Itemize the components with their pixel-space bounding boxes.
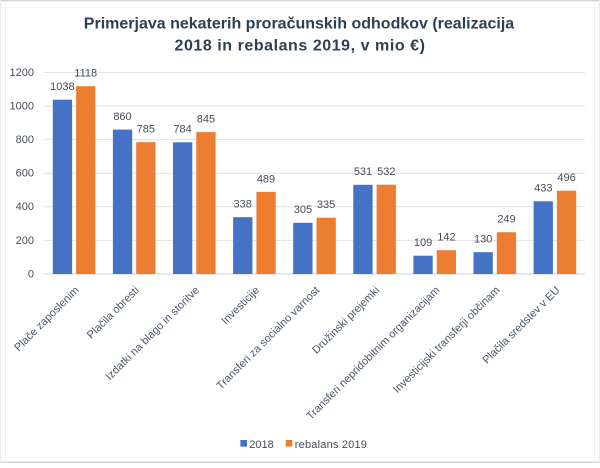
svg-text:142: 142 [437, 232, 455, 244]
svg-text:433: 433 [534, 183, 552, 195]
svg-text:784: 784 [173, 124, 191, 136]
svg-text:200: 200 [16, 235, 34, 247]
svg-text:532: 532 [377, 166, 395, 178]
svg-text:2018: 2018 [249, 439, 273, 451]
svg-text:335: 335 [317, 199, 335, 211]
svg-text:1118: 1118 [74, 68, 97, 80]
svg-text:109: 109 [414, 237, 432, 249]
svg-text:1038: 1038 [50, 81, 74, 93]
svg-text:2018 in rebalans 2019, v mio €: 2018 in rebalans 2019, v mio €) [175, 37, 426, 54]
svg-text:496: 496 [557, 172, 575, 184]
svg-text:1200: 1200 [10, 67, 34, 79]
svg-text:1000: 1000 [10, 101, 34, 113]
svg-text:rebalans 2019: rebalans 2019 [295, 439, 367, 451]
svg-text:338: 338 [234, 199, 252, 211]
svg-text:845: 845 [197, 114, 215, 126]
svg-text:600: 600 [16, 168, 34, 180]
svg-text:Primerjava nekaterih proračuns: Primerjava nekaterih proračunskih odhodk… [84, 16, 514, 33]
svg-text:489: 489 [257, 173, 275, 185]
svg-text:400: 400 [16, 201, 34, 213]
svg-text:0: 0 [28, 268, 34, 280]
svg-text:860: 860 [113, 111, 131, 123]
svg-text:305: 305 [294, 204, 312, 216]
svg-text:800: 800 [16, 134, 34, 146]
svg-text:249: 249 [497, 214, 515, 226]
svg-text:785: 785 [137, 124, 155, 136]
svg-text:531: 531 [354, 166, 372, 178]
svg-text:130: 130 [474, 234, 492, 246]
